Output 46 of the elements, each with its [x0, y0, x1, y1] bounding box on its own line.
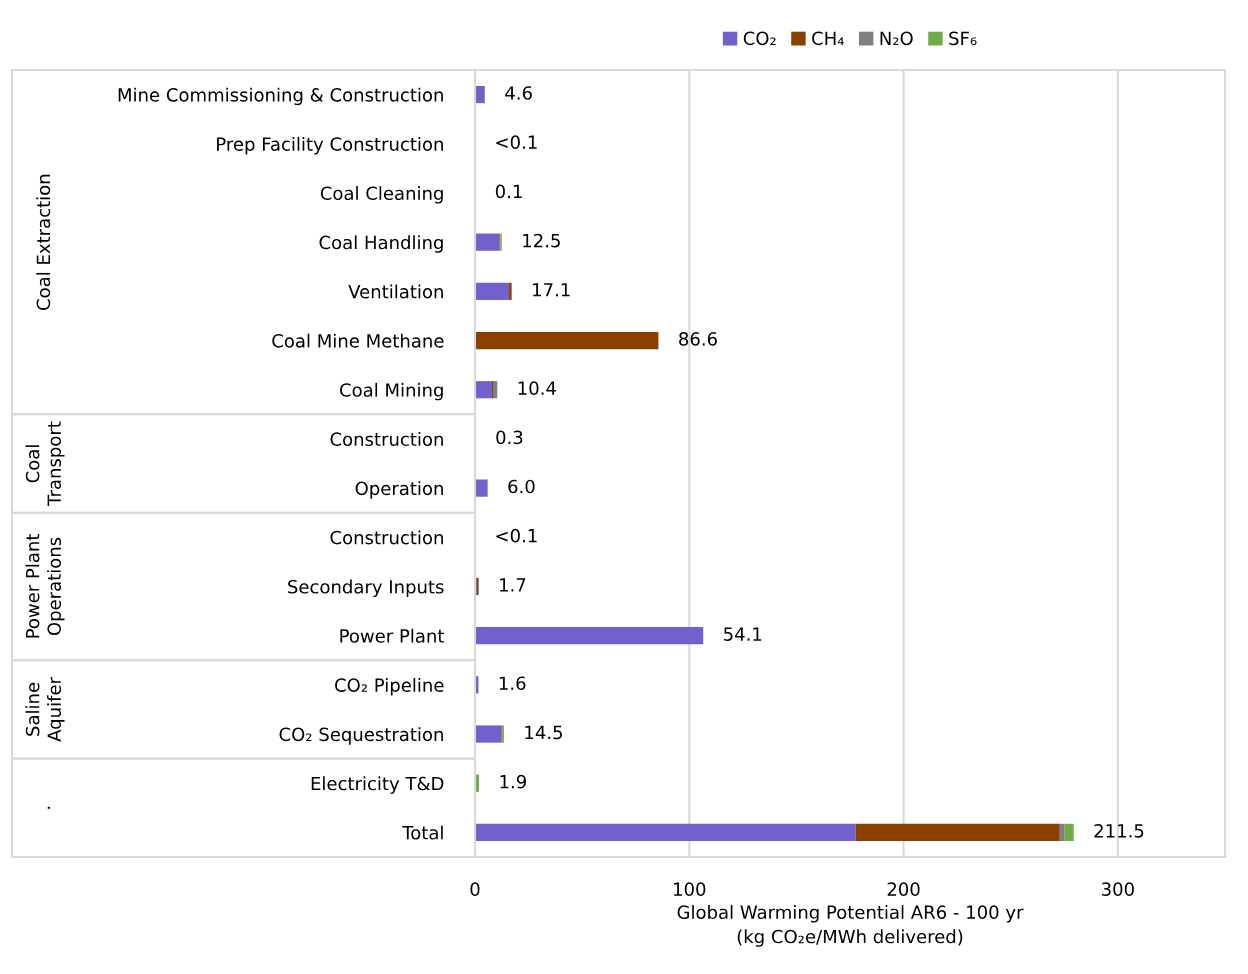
text: Coal Extraction [36, 174, 51, 310]
x-tick-label: 100 [674, 882, 706, 896]
y-tick-label: Coal Mining [340, 382, 443, 401]
text: 0.3 [496, 430, 523, 445]
legend-label: CH₄ [812, 31, 844, 46]
text: 86.6 [679, 332, 717, 346]
text: 17.1 [533, 283, 570, 297]
y-tick-label: Total [402, 825, 443, 840]
y-tick-label: CO₂ Sequestration [279, 727, 443, 745]
legend-label: SF₆ [949, 31, 977, 46]
y-tick-label: Construction [330, 432, 443, 447]
text: <0.1 [496, 135, 537, 150]
y-tick-label: Ventilation [348, 284, 443, 299]
text: 10.4 [518, 381, 556, 395]
x-tick-label: 200 [887, 882, 920, 896]
y-tick-label: Electricity T&D [311, 776, 444, 794]
text: 14.5 [525, 725, 562, 740]
text: . [47, 806, 50, 809]
text: 1.6 [499, 676, 526, 691]
x-axis-title: Global Warming Potential AR6 - 100 yr (kg CO₂e/MWh delivered) [677, 905, 1024, 947]
legend-label: CO₂ [743, 31, 776, 46]
text: Saline Aquifer [25, 677, 65, 742]
y-tick-label: CO₂ Pipeline [335, 677, 444, 696]
y-tick-label: Coal Mine Methane [272, 333, 444, 348]
text: 0.1 [495, 184, 522, 199]
x-tick-label: 0 [470, 882, 480, 896]
y-tick-label: Prep Facility Construction [217, 136, 443, 155]
text: 1.9 [500, 774, 526, 789]
legend-label: N₂O [880, 31, 913, 46]
text: Coal Transport [25, 421, 65, 506]
text: 54.1 [724, 627, 762, 641]
y-tick-label: Secondary Inputs [288, 579, 444, 598]
x-tick-label: 300 [1102, 882, 1134, 896]
y-tick-label: Coal Cleaning [320, 186, 443, 204]
text: Power Plant Operations [25, 533, 65, 638]
text: 4.6 [505, 86, 532, 100]
y-tick-label: Power Plant [340, 628, 445, 643]
y-tick-label: Operation [355, 481, 443, 499]
text: 211.5 [1094, 823, 1144, 838]
text: 6.0 [508, 479, 535, 494]
text: 12.5 [523, 233, 560, 248]
text: 1.7 [500, 578, 526, 592]
text: <0.1 [496, 528, 537, 543]
y-tick-label: Mine Commissioning & Construction [118, 87, 443, 106]
y-tick-label: Coal Handling [319, 235, 443, 253]
y-tick-label: Construction [330, 530, 443, 545]
